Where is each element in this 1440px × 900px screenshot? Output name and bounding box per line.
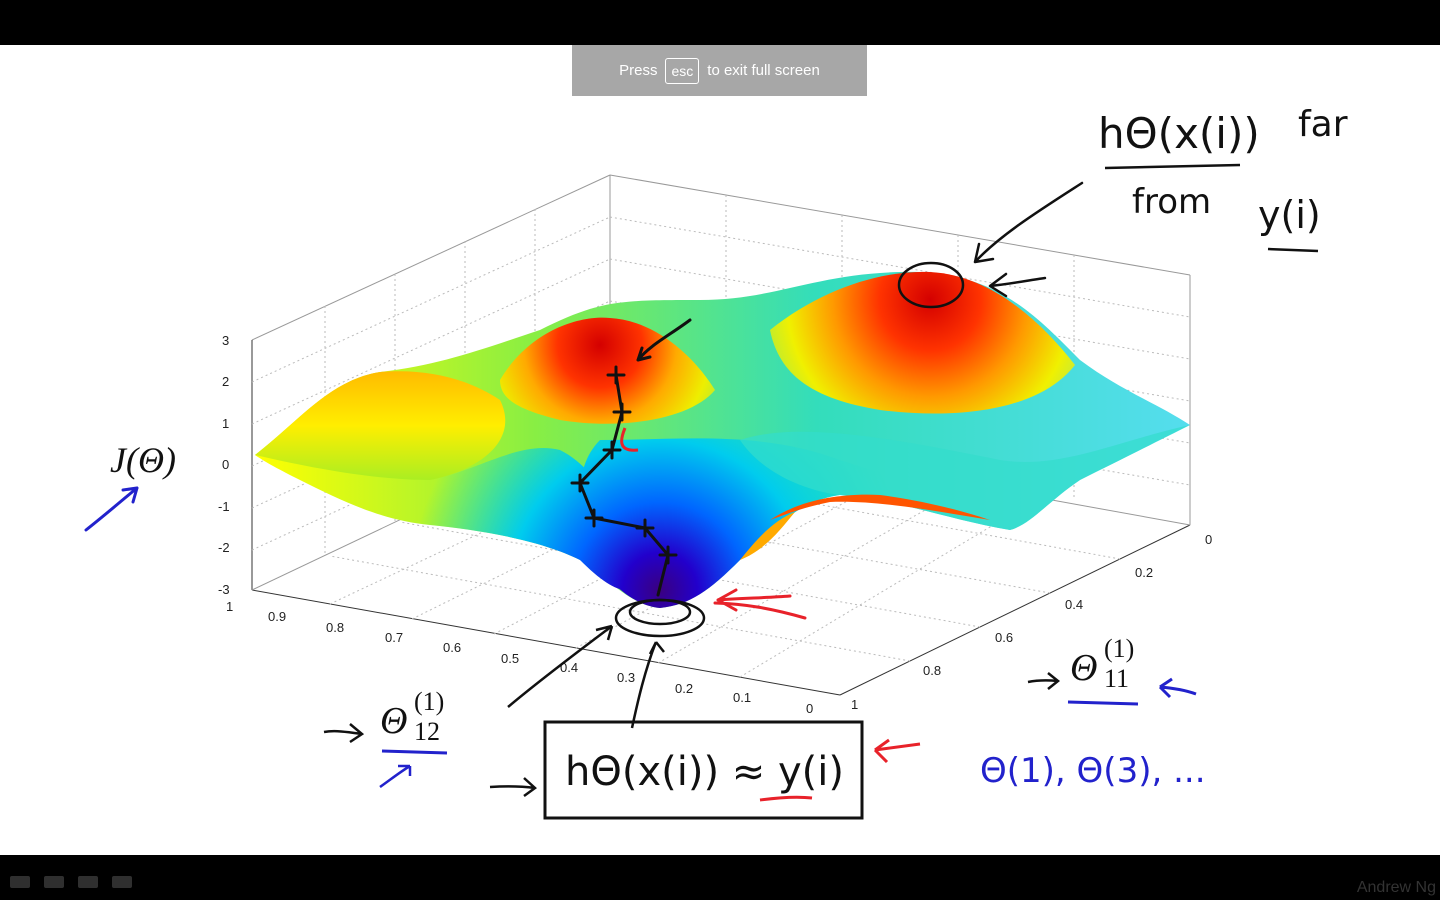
x-tick: 0.3: [617, 670, 635, 685]
y-tick: 1: [851, 697, 858, 712]
lecture-slide: 3 2 1 0 -1 -2 -3 1 0.9 0.8 0.7 0.6 0.5 0…: [84, 104, 1348, 820]
blue-arrow-cost: [84, 486, 139, 532]
cost-surface: [255, 271, 1190, 608]
red-step-mark: [620, 427, 639, 452]
theta12-label: Θ (1) 12: [323, 687, 448, 789]
x-tick: 0.8: [326, 620, 344, 635]
z-tick: -1: [218, 499, 230, 514]
menu-icon[interactable]: [78, 876, 98, 888]
player-controls: [10, 876, 132, 888]
banner-rest: to exit full screen: [707, 62, 820, 79]
svg-text:far: far: [1298, 104, 1348, 145]
maximum-circle: [897, 181, 1084, 309]
top-note: hΘ(x(i)) far from y(i): [1098, 104, 1348, 253]
pen-icon[interactable]: [44, 876, 64, 888]
y-tick: 0.2: [1135, 565, 1153, 580]
left-axis-ticks: 1 0.9 0.8 0.7 0.6 0.5 0.4 0.3 0.2 0.1 0: [226, 599, 813, 716]
theta11-label: Θ (1) 11: [1027, 634, 1197, 706]
svg-text:12: 12: [414, 717, 440, 746]
svg-text:Θ: Θ: [380, 700, 407, 742]
z-tick: 1: [222, 416, 229, 431]
svg-text:(1): (1): [414, 687, 444, 716]
back-icon[interactable]: [10, 876, 30, 888]
z-tick: -2: [218, 540, 230, 555]
svg-text:hΘ(x(i)) ≈ y(i): hΘ(x(i)) ≈ y(i): [565, 749, 844, 795]
x-tick: 0.5: [501, 651, 519, 666]
x-tick: 0.1: [733, 690, 751, 705]
svg-text:y(i): y(i): [1258, 193, 1321, 237]
x-tick: 0.9: [268, 609, 286, 624]
esc-key: esc: [665, 57, 700, 84]
right-axis-ticks: 0 0.2 0.4 0.6 0.8 1: [851, 532, 1212, 712]
z-tick: 0: [222, 457, 229, 472]
z-tick: 3: [222, 333, 229, 348]
params-list: Θ(1), Θ(3), ...: [980, 751, 1206, 791]
x-tick: 0.2: [675, 681, 693, 696]
svg-text:from: from: [1132, 182, 1211, 222]
svg-text:11: 11: [1104, 664, 1129, 693]
x-tick: 1: [226, 599, 233, 614]
red-arrow-minimum: [713, 588, 807, 620]
svg-text:hΘ(x(i)): hΘ(x(i)): [1098, 109, 1260, 158]
x-tick: 0.7: [385, 630, 403, 645]
z-tick: -3: [218, 582, 230, 597]
y-tick: 0.8: [923, 663, 941, 678]
descent-path: [570, 318, 692, 597]
z-axis-ticks: 3 2 1 0 -1 -2 -3: [218, 333, 230, 597]
y-tick: 0: [1205, 532, 1212, 547]
x-tick: 0: [806, 701, 813, 716]
y-tick: 0.6: [995, 630, 1013, 645]
video-frame: 3 2 1 0 -1 -2 -3 1 0.9 0.8 0.7 0.6 0.5 0…: [0, 45, 1440, 855]
z-tick: 2: [222, 374, 229, 389]
y-tick: 0.4: [1065, 597, 1083, 612]
svg-text:Θ: Θ: [1070, 647, 1097, 689]
banner-press: Press: [619, 62, 658, 79]
svg-text:(1): (1): [1104, 634, 1134, 663]
x-tick: 0.6: [443, 640, 461, 655]
x-tick: 0.4: [560, 660, 578, 675]
cost-label: J(Θ): [110, 440, 176, 480]
minimum-circle: [507, 598, 706, 729]
author-credit: Andrew Ng: [1356, 879, 1436, 896]
fullscreen-banner: Press esc to exit full screen: [572, 45, 867, 96]
hypothesis-box: hΘ(x(i)) ≈ y(i): [489, 720, 921, 820]
forward-icon[interactable]: [112, 876, 132, 888]
